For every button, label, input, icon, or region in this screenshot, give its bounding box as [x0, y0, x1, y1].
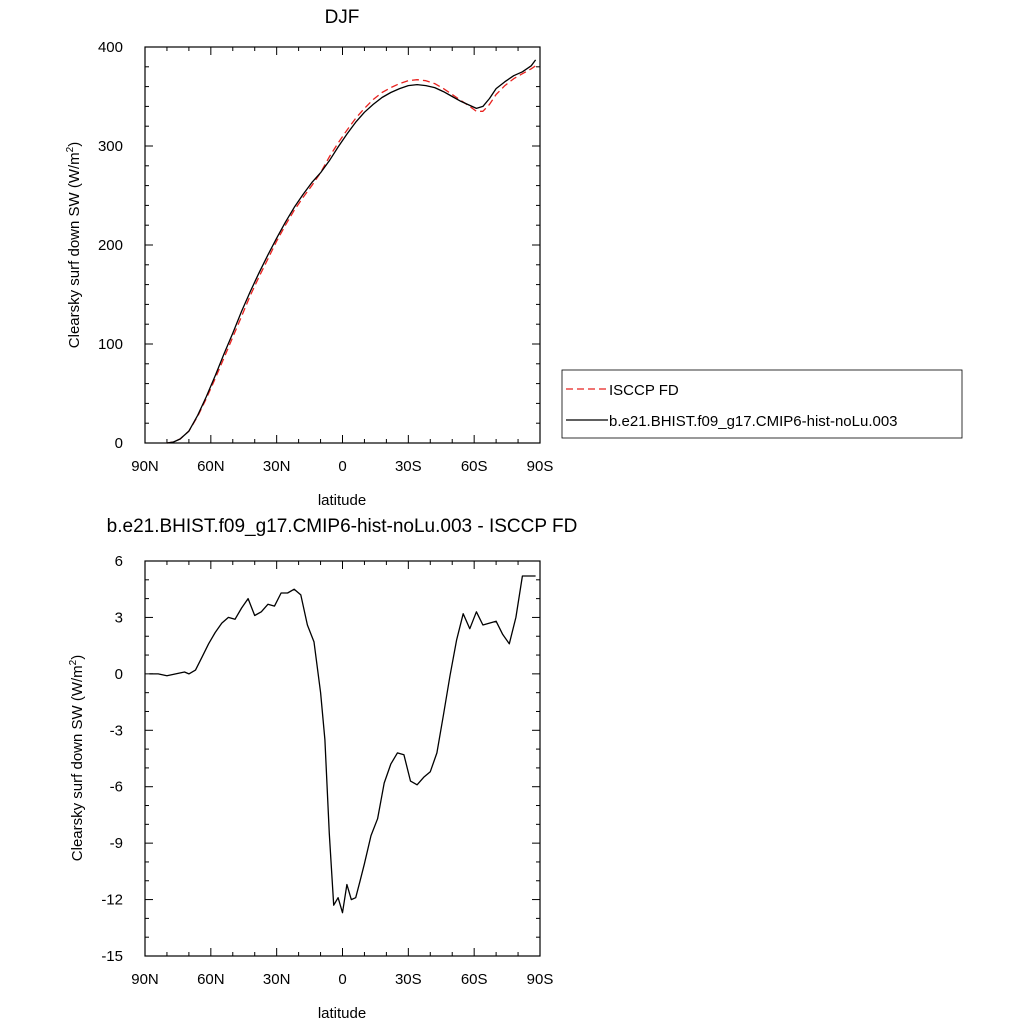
x-tick-label-djf: 30S	[395, 458, 422, 475]
legend-box	[561, 369, 963, 439]
plot-title-difference: b.e21.BHIST.f09_g17.CMIP6-hist-noLu.003 …	[107, 516, 578, 537]
y-axis-label-djf-sup: 2	[65, 146, 76, 152]
legend: ISCCP FD b.e21.BHIST.f09_g17.CMIP6-hist-…	[561, 369, 963, 439]
x-tick-label-djf: 60N	[197, 458, 225, 475]
y-tick-label-djf: 300	[98, 138, 123, 155]
x-tick-label-difference: 0	[338, 971, 346, 988]
y-tick-label-difference: -12	[101, 892, 123, 909]
y-tick-label-djf: 400	[98, 39, 123, 56]
series-line-djf-1	[166, 59, 537, 444]
y-tick-label-difference: -3	[110, 722, 123, 739]
plot-djf: DJF 90N 60N 30N 0 30S 60S 90S 0 100 200 300 400 lat…	[65, 7, 553, 509]
x-axis-label-difference: latitude	[318, 1005, 366, 1022]
plot-djf-frame	[144, 46, 541, 444]
y-tick-label-difference: -9	[110, 835, 123, 852]
y-tick-label-difference: 3	[115, 609, 123, 626]
y-axis-label-djf-main: Clearsky surf down SW (W/m	[66, 152, 83, 348]
x-tick-label-difference: 90S	[527, 971, 554, 988]
legend-label-isccp: ISCCP FD	[609, 382, 679, 399]
series-line-difference-0	[149, 575, 536, 914]
plot-djf-series	[166, 59, 537, 444]
plot-difference-frame	[144, 560, 541, 957]
y-axis-label-difference-sup: 2	[68, 659, 79, 665]
x-tick-label-difference: 90N	[131, 971, 159, 988]
y-tick-label-difference: 0	[115, 666, 123, 683]
plot-djf-ticks: 90N 60N 30N 0 30S 60S 90S 0 100 200 300 400	[98, 39, 553, 475]
y-tick-label-difference: -6	[110, 779, 123, 796]
x-tick-label-difference: 30S	[395, 971, 422, 988]
x-tick-label-djf: 60S	[461, 458, 488, 475]
x-axis-label-djf: latitude	[318, 492, 366, 509]
plot-difference-ticks: 90N 60N 30N 0 30S 60S 90S -15 -12 -9 -6 -3 0 3 6	[101, 553, 553, 988]
y-tick-label-djf: 100	[98, 336, 123, 353]
y-axis-label-difference: Clearsky surf down SW (W/m2)	[68, 655, 86, 861]
x-tick-label-difference: 60N	[197, 971, 225, 988]
y-tick-label-difference: -15	[101, 948, 123, 965]
y-axis-label-djf-close: )	[66, 142, 83, 147]
y-axis-label-djf: Clearsky surf down SW (W/m2)	[65, 142, 83, 348]
y-tick-label-djf: 200	[98, 237, 123, 254]
x-tick-label-djf: 90N	[131, 458, 159, 475]
series-line-djf-0	[166, 65, 536, 444]
y-tick-label-djf: 0	[115, 435, 123, 452]
x-tick-label-djf: 90S	[527, 458, 554, 475]
x-tick-label-difference: 30N	[263, 971, 291, 988]
x-tick-label-djf: 0	[338, 458, 346, 475]
legend-label-model: b.e21.BHIST.f09_g17.CMIP6-hist-noLu.003	[609, 413, 898, 430]
x-tick-label-djf: 30N	[263, 458, 291, 475]
y-axis-label-difference-close: )	[69, 655, 86, 660]
plot-title-djf: DJF	[325, 7, 360, 28]
y-tick-label-difference: 6	[115, 553, 123, 570]
plot-difference-series	[149, 575, 536, 914]
x-tick-label-difference: 60S	[461, 971, 488, 988]
y-axis-label-difference-main: Clearsky surf down SW (W/m	[69, 665, 86, 861]
plot-difference: b.e21.BHIST.f09_g17.CMIP6-hist-noLu.003 …	[68, 516, 577, 1022]
